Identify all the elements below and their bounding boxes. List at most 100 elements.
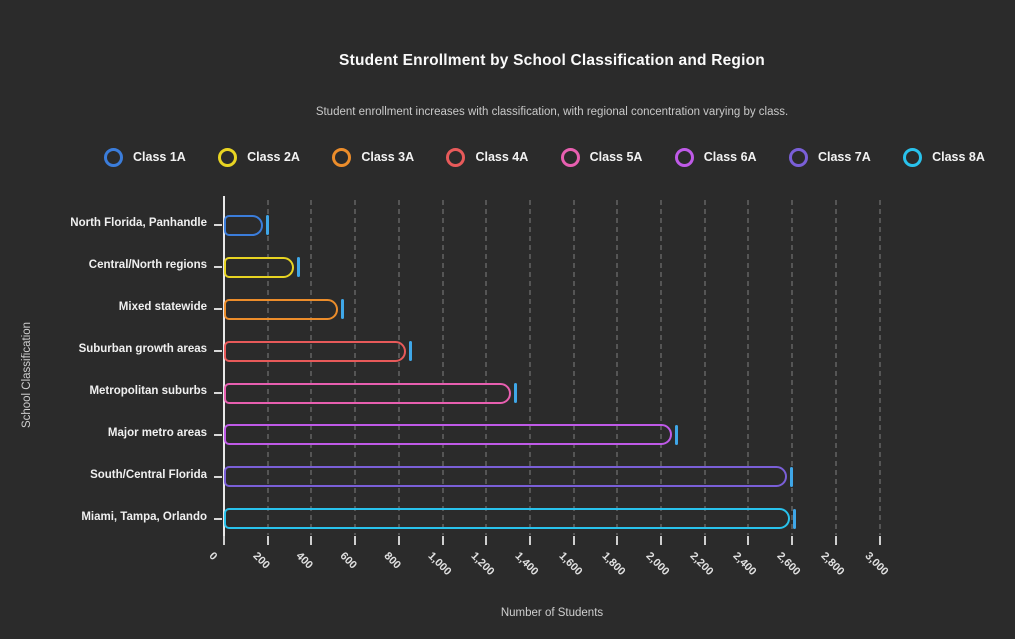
x-axis-tick-label: 200 — [250, 550, 272, 572]
bar-end-cap — [340, 299, 344, 320]
gridline-3000 — [878, 200, 881, 535]
legend-item-class-6a[interactable]: Class 6A — [674, 147, 757, 167]
category-tick — [214, 475, 222, 478]
x-axis-tick-label: 800 — [381, 550, 403, 572]
x-axis-tick-200 — [266, 536, 269, 545]
gridline-1000 — [441, 200, 444, 535]
legend-label: Class 1A — [133, 150, 186, 164]
legend-item-class-5a[interactable]: Class 5A — [560, 147, 643, 167]
y-axis-line — [223, 196, 225, 544]
bar-end-cap — [514, 383, 518, 404]
category-label: South/Central Florida — [90, 468, 207, 481]
bar-class-8a — [224, 508, 790, 530]
x-axis-tick-1400 — [528, 536, 531, 545]
x-axis-tick-label: 0 — [206, 550, 220, 563]
legend-label: Class 5A — [589, 150, 643, 164]
x-axis-tick-label: 1,400 — [512, 550, 541, 578]
x-axis-tick-label: 2,800 — [818, 550, 847, 578]
legend-item-class-8a[interactable]: Class 8A — [903, 147, 985, 167]
category-tick — [214, 517, 222, 520]
gridline-2600 — [791, 200, 794, 535]
y-axis-title: School Classification — [21, 321, 33, 429]
legend-ring-icon — [903, 147, 923, 167]
category-label: Miami, Tampa, Orlando — [81, 510, 207, 523]
x-axis-tick-2200 — [703, 536, 706, 545]
legend-ring-icon — [104, 147, 123, 167]
legend-ring-icon — [674, 147, 694, 167]
x-axis-tick-2400 — [747, 536, 750, 545]
x-axis-tick-label: 2,200 — [687, 550, 716, 578]
gridline-2000 — [660, 200, 662, 535]
legend-ring-icon — [332, 147, 352, 167]
gridline-2400 — [747, 200, 750, 535]
bar-end-cap — [674, 424, 678, 445]
x-axis-tick-label: 2,000 — [643, 550, 672, 578]
bar-class-4a — [224, 340, 407, 362]
legend-label: Class 4A — [475, 150, 529, 164]
x-axis-tick-label: 1,600 — [556, 550, 585, 578]
chart-subtitle: Student enrollment increases with classi… — [315, 106, 789, 118]
x-axis-tick-0 — [223, 536, 225, 545]
x-axis-tick-400 — [310, 536, 313, 545]
gridline-1600 — [572, 200, 575, 535]
x-axis-tick-1800 — [616, 536, 619, 545]
legend-ring-icon — [560, 147, 580, 167]
bar-class-6a — [224, 424, 672, 446]
bar-end-cap — [792, 508, 796, 529]
gridline-1200 — [485, 200, 488, 535]
gridline-200 — [266, 200, 269, 535]
legend-label: Class 7A — [817, 150, 871, 164]
x-axis-tick-label: 2,600 — [774, 550, 803, 578]
legend-label: Class 6A — [703, 150, 757, 164]
gridline-400 — [310, 200, 313, 535]
x-axis-tick-label: 400 — [293, 550, 316, 572]
x-axis-tick-1600 — [572, 536, 575, 545]
x-axis-tick-800 — [397, 536, 400, 545]
gridline-2800 — [834, 200, 837, 535]
legend-item-class-3a[interactable]: Class 3A — [332, 147, 415, 167]
x-axis-tick-2600 — [791, 536, 794, 545]
legend-label: Class 8A — [932, 150, 985, 164]
gridline-1800 — [616, 200, 619, 535]
legend-ring-icon — [788, 147, 808, 167]
bar-end-cap — [296, 257, 300, 278]
category-label: Major metro areas — [107, 426, 207, 439]
x-axis-tick-label: 1,200 — [468, 550, 497, 578]
gridline-1400 — [528, 200, 531, 535]
category-tick — [214, 392, 222, 395]
bar-end-cap — [266, 215, 270, 236]
x-axis-tick-1000 — [441, 536, 444, 545]
x-axis-tick-2000 — [660, 536, 662, 545]
category-label: Suburban growth areas — [78, 343, 207, 356]
x-axis-tick-600 — [354, 536, 357, 545]
category-tick — [214, 224, 222, 227]
legend-item-class-1a[interactable]: Class 1A — [104, 147, 186, 167]
legend-label: Class 3A — [361, 150, 415, 164]
x-axis-tick-1200 — [485, 536, 488, 545]
category-label: Mixed statewide — [118, 301, 207, 314]
category-tick — [214, 308, 222, 311]
x-axis-tick-2800 — [834, 536, 837, 545]
legend-ring-icon — [218, 147, 238, 167]
legend-item-class-4a[interactable]: Class 4A — [446, 147, 529, 167]
bar-class-3a — [224, 298, 338, 320]
legend: Class 1A Class 2A Class 3A Class 4A Class 5A… — [104, 146, 985, 168]
category-label: North Florida, Panhandle — [70, 217, 207, 230]
bar-class-5a — [224, 382, 512, 404]
category-tick — [214, 350, 222, 353]
bar-end-cap — [789, 466, 793, 487]
chart-title: Student Enrollment by School Classificat… — [339, 52, 765, 69]
legend-label: Class 2A — [247, 150, 300, 164]
bar-class-1a — [224, 214, 264, 236]
x-axis-tick-label: 1,800 — [599, 550, 628, 578]
legend-item-class-7a[interactable]: Class 7A — [788, 147, 871, 167]
category-tick — [214, 266, 222, 269]
x-axis-tick-3000 — [878, 536, 881, 545]
legend-item-class-2a[interactable]: Class 2A — [218, 147, 300, 167]
legend-ring-icon — [446, 147, 466, 167]
bar-class-7a — [224, 466, 787, 488]
gridline-2200 — [703, 200, 706, 535]
bar-end-cap — [409, 341, 413, 362]
x-axis-tick-label: 600 — [337, 550, 360, 572]
